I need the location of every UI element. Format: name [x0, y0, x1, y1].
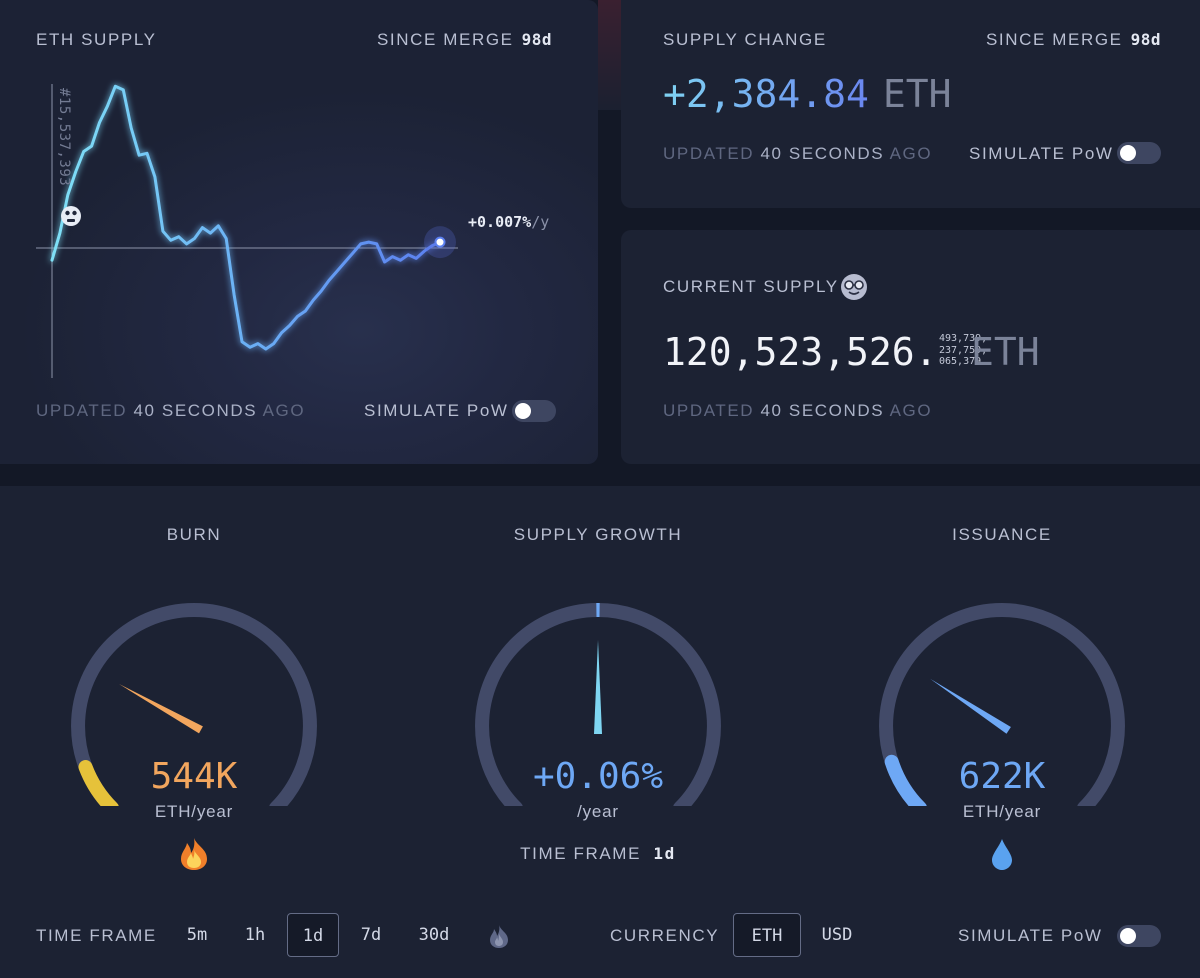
- supply-change-updated: UPDATED 40 SECONDS AGO: [663, 144, 933, 163]
- current-supply-value: 120,523,526.: [663, 330, 938, 374]
- eth-supply-simulate-label: SIMULATE PoW: [364, 401, 509, 420]
- current-supply-panel: CURRENT SUPPLY 120,523,526. 493,739, 237…: [621, 230, 1200, 464]
- currency-eth-button[interactable]: ETH: [733, 913, 801, 957]
- burn-value: 544K: [150, 756, 238, 797]
- fire-icon: [181, 838, 207, 870]
- issuance-gauge-arc: [884, 754, 927, 806]
- decimal-line-3: 065,379: [939, 356, 982, 367]
- eth-supply-panel: ETH SUPPLY SINCE MERGE 98d: [0, 0, 598, 464]
- currency-usd-button[interactable]: USD: [821, 925, 853, 945]
- eth-supply-title: ETH SUPPLY: [36, 30, 157, 49]
- panel-divider-glow: [598, 0, 622, 110]
- decimal-line-1: 493,739,: [939, 333, 988, 344]
- decimal-line-2: 237,759,: [939, 344, 988, 356]
- footer-timeframe-label: TIME FRAME: [36, 926, 157, 945]
- supply-growth-needle: [594, 640, 602, 734]
- supply-series-line: [50, 84, 442, 351]
- supply-change-value: +2,384.84 ETH: [663, 72, 952, 116]
- supply-change-title: SUPPLY CHANGE: [663, 30, 827, 49]
- supply-change-simulate-label: SIMULATE PoW: [969, 144, 1114, 163]
- current-supply-title: CURRENT SUPPLY: [663, 277, 839, 296]
- supply-line-chart: [36, 84, 458, 378]
- supply-growth-title: SUPPLY GROWTH: [513, 525, 683, 544]
- supply-growth-gauge: [475, 602, 721, 806]
- timeframe-1h-button[interactable]: 1h: [244, 925, 266, 945]
- footer-simulate-toggle[interactable]: [1117, 925, 1161, 947]
- issuance-needle: [930, 678, 1011, 734]
- burn-gauge-arc: [78, 760, 119, 806]
- timeframe-7d-button[interactable]: 7d: [360, 925, 382, 945]
- supply-rate-annotation: +0.007%/y: [468, 213, 550, 231]
- footer-currency-label: CURRENCY: [610, 926, 720, 945]
- burn-needle: [119, 684, 203, 734]
- supply-change-simulate-toggle[interactable]: [1117, 142, 1161, 164]
- since-merge-value: 98d: [521, 30, 552, 49]
- timeframe-5m-button[interactable]: 5m: [186, 925, 208, 945]
- issuance-title: ISSUANCE: [952, 525, 1052, 544]
- supply-growth-unit: /year: [577, 802, 619, 821]
- merge-marker: [61, 206, 81, 226]
- start-block-label: #15,537,393: [56, 88, 72, 187]
- supply-growth-value: +0.06%: [532, 756, 664, 797]
- burn-gauge: [71, 603, 317, 806]
- since-merge-label: SINCE MERGE 98d: [376, 30, 552, 49]
- fire-since-burn-icon[interactable]: [487, 923, 511, 949]
- current-supply-updated: UPDATED 40 SECONDS AGO: [663, 401, 933, 420]
- supply-change-panel: SUPPLY CHANGE SINCE MERGE 98d +2,384.84 ET…: [621, 0, 1200, 208]
- droplet-icon: [992, 839, 1012, 870]
- supply-change-since-label: SINCE MERGE 98d: [985, 30, 1161, 49]
- footer-simulate-label: SIMULATE PoW: [958, 926, 1103, 945]
- gauges-panel: BURN 544K ETH/year SUPPLY GROWTH +0.06% …: [0, 486, 1200, 978]
- nerd-face-icon: [841, 274, 867, 300]
- current-point-marker: [424, 226, 456, 259]
- timeframe-1d-button[interactable]: 1d: [287, 913, 339, 957]
- current-supply-decimals: 493,739, 237,759, 065,379: [939, 333, 987, 368]
- eth-supply-simulate-toggle[interactable]: [512, 400, 556, 422]
- supply-growth-timeframe: TIME FRAME 1d: [520, 844, 676, 863]
- eth-supply-updated: UPDATED 40 SECONDS AGO: [36, 401, 306, 420]
- burn-unit: ETH/year: [154, 802, 234, 821]
- supply-change-since-value: 98d: [1130, 30, 1161, 49]
- burn-title: BURN: [166, 525, 222, 544]
- issuance-gauge: [879, 603, 1125, 806]
- current-supply-unit: ETH: [971, 330, 1040, 374]
- issuance-value: 622K: [958, 756, 1046, 797]
- timeframe-30d-button[interactable]: 30d: [418, 925, 450, 945]
- issuance-unit: ETH/year: [962, 802, 1042, 821]
